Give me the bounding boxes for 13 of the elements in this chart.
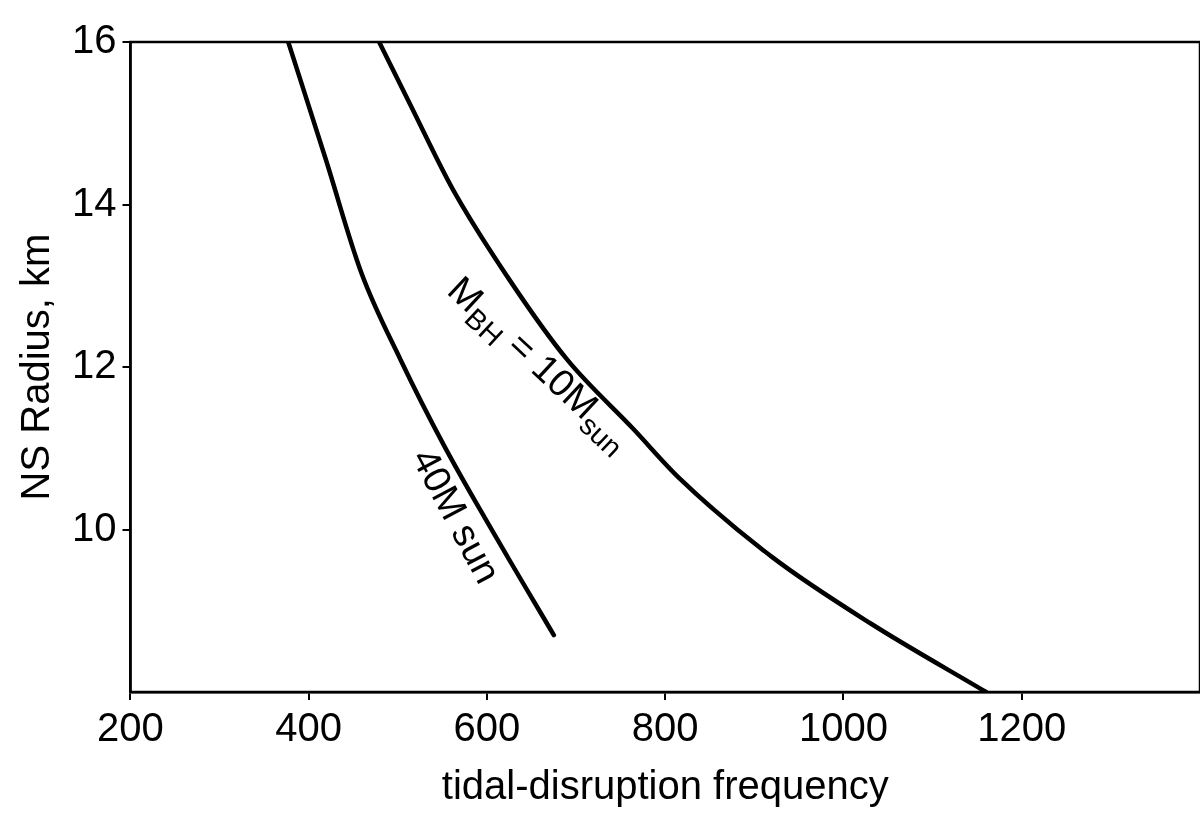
- x-axis-title: tidal-disruption frequency: [441, 763, 889, 808]
- x-tick-label: 200: [97, 705, 164, 750]
- x-tick-label: 400: [275, 705, 343, 750]
- x-tick-label: 1200: [977, 705, 1067, 750]
- x-tick-label: 600: [453, 705, 521, 750]
- y-tick-label: 12: [71, 342, 117, 387]
- y-tick-label: 16: [71, 17, 117, 62]
- y-tick-label: 10: [71, 504, 117, 549]
- annotation: 40M sun: [403, 441, 510, 590]
- y-tick-label: 14: [71, 179, 117, 224]
- x-tick-label: 800: [631, 705, 699, 750]
- y-axis-title: NS Radius, km: [13, 233, 58, 501]
- x-tick-label: 1000: [799, 705, 888, 750]
